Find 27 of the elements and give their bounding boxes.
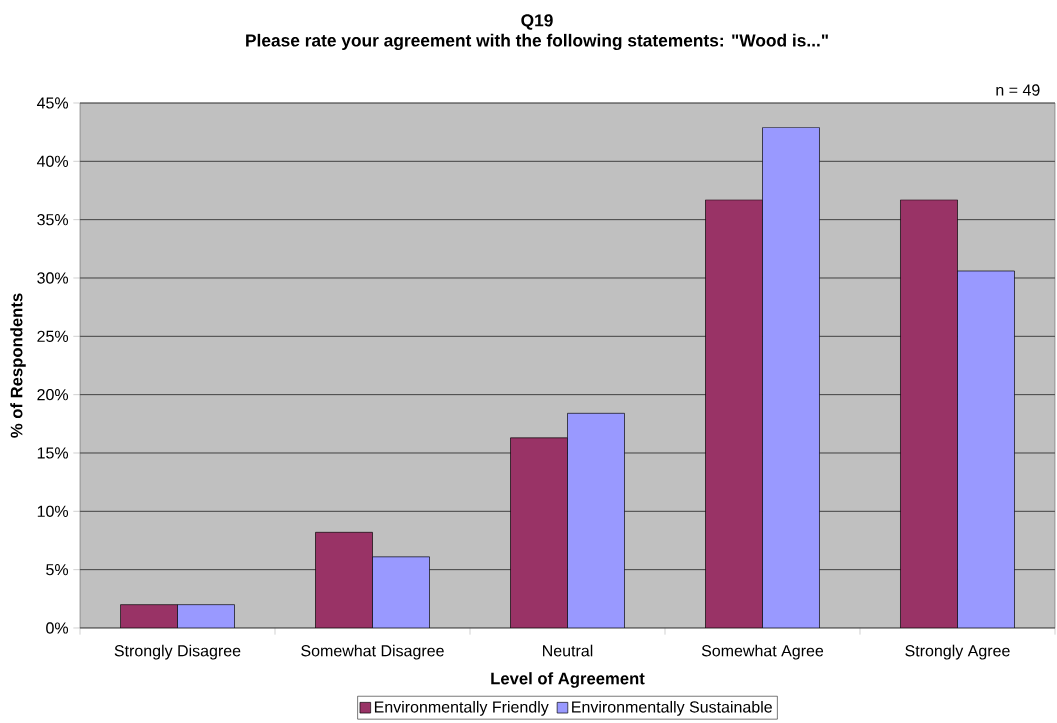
- x-axis-title: Level of Agreement: [491, 672, 645, 688]
- y-tick-label: 15%: [37, 447, 69, 459]
- x-tick-label: Neutral: [543, 644, 593, 657]
- x-tick-label: Somewhat Disagree: [301, 644, 444, 660]
- x-tick-label: Somewhat Agree: [701, 644, 824, 660]
- y-tick-label: 45%: [36, 97, 69, 109]
- chart-subtitle: Please rate your agreement with the following statements: "Wood is...": [246, 33, 828, 51]
- y-tick-label: 0%: [46, 622, 69, 634]
- bar: [900, 199, 958, 628]
- y-tick-label: 35%: [37, 213, 69, 226]
- x-tick-label: Strongly Disagree: [114, 644, 241, 660]
- bar: [120, 604, 178, 628]
- legend-label: Environmentally Sustainable: [572, 700, 772, 716]
- x-tick-label: Strongly Agree: [905, 644, 1010, 660]
- chart-title: Q19: [521, 14, 553, 30]
- bar: [705, 199, 763, 628]
- y-tick-label: 5%: [46, 564, 69, 576]
- y-tick-label: 20%: [37, 388, 69, 401]
- y-tick-label: 10%: [37, 505, 69, 517]
- text: n = 49: [996, 84, 1040, 96]
- y-tick-label: 25%: [37, 330, 69, 342]
- y-tick-label: 30%: [37, 272, 69, 284]
- legend-label: Environmentally Friendly: [374, 700, 549, 716]
- bar: [510, 437, 568, 628]
- bar: [315, 531, 373, 628]
- y-tick-label: 40%: [36, 155, 69, 167]
- y-axis-title: % of Respondents: [10, 293, 26, 438]
